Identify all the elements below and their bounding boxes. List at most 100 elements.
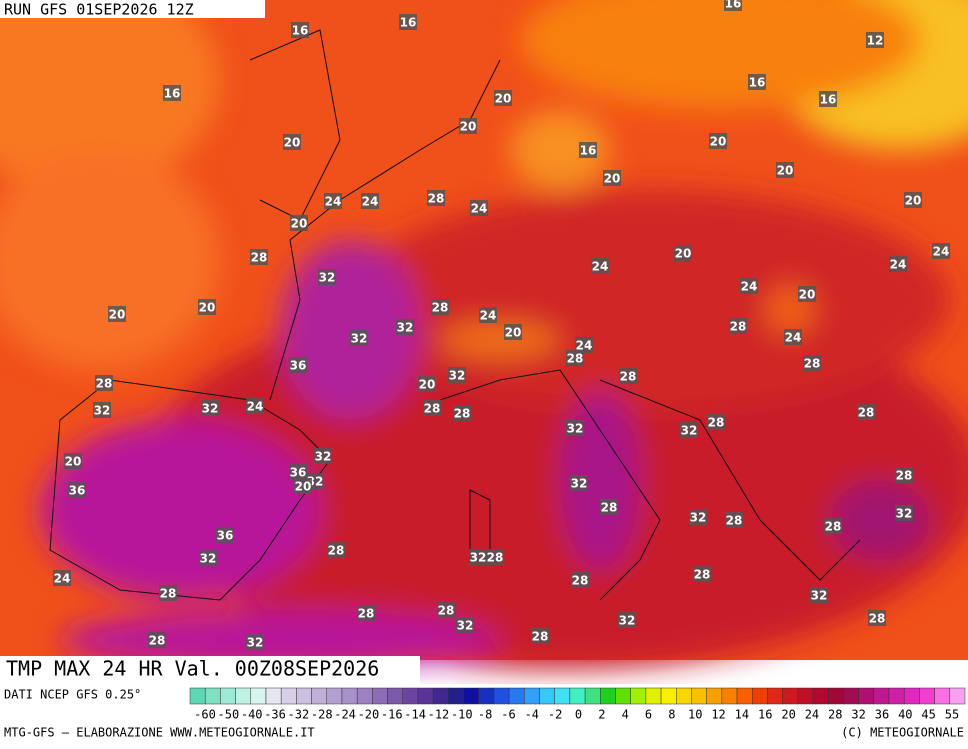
color-swatch [265, 687, 282, 705]
label-box [895, 505, 913, 521]
color-swatch [858, 687, 875, 705]
label-box [579, 142, 597, 158]
colorbar: -60 -50 -40 -36 -32 -28 -24 -20 -16 -14 -12 -10 -8 -6… [189, 687, 966, 722]
color-swatch [296, 687, 312, 705]
temperature-label: 24 [54, 572, 71, 586]
color-swatch [797, 687, 814, 705]
temperature-label: 32 [619, 614, 636, 628]
label-box [53, 570, 71, 586]
temperature-label: 28 [567, 352, 584, 366]
color-swatch [812, 687, 829, 705]
color-swatch [341, 687, 358, 705]
colorbar-label: 28 [828, 708, 842, 722]
label-box [494, 90, 512, 106]
temperature-label: 24 [576, 339, 593, 353]
label-box [531, 628, 549, 644]
temperature-label: 20 [65, 455, 82, 469]
temperature-label: 32 [470, 551, 487, 565]
color-swatch [752, 687, 768, 705]
color-swatch [356, 687, 373, 705]
color-swatch [372, 687, 388, 705]
label-box [199, 550, 217, 566]
temperature-label: 32 [681, 424, 698, 438]
label-box [680, 422, 698, 438]
label-box [866, 32, 884, 48]
credit-text: MTG-GFS — ELABORAZIONE WWW.METEOGIORNALE… [4, 726, 315, 740]
colorbar-label: -16 [381, 708, 403, 722]
color-swatch [782, 687, 799, 705]
colorbar-label: 2 [598, 708, 605, 722]
colorbar-label: -36 [264, 708, 286, 722]
temperature-label: 24 [325, 195, 342, 209]
color-swatch [630, 687, 647, 705]
color-swatch [387, 687, 403, 705]
label-box [361, 193, 379, 209]
temperature-label: 36 [69, 484, 86, 498]
temperature-label: 16 [292, 24, 309, 38]
label-box [427, 190, 445, 206]
colorbar-label: -24 [334, 708, 356, 722]
temperature-label: 32 [896, 507, 913, 521]
label-box [163, 85, 181, 101]
colorbar-label: 12 [711, 708, 725, 722]
label-box [618, 612, 636, 628]
colorbar-label: -20 [358, 708, 380, 722]
label-box [198, 299, 216, 315]
label-box [932, 243, 950, 259]
temperature-label: 28 [96, 377, 113, 391]
color-swatch [539, 687, 555, 705]
color-swatch [220, 687, 236, 705]
label-box [504, 324, 522, 340]
colorbar-label: 6 [645, 708, 652, 722]
temperature-label: 28 [160, 587, 177, 601]
label-box [571, 572, 589, 588]
color-swatch [736, 687, 753, 705]
label-box [693, 566, 711, 582]
label-box [246, 398, 264, 414]
colorbar-label: -4 [525, 708, 539, 722]
temperature-label: 28 [438, 604, 455, 618]
temperature-label: 32 [571, 477, 588, 491]
label-box [64, 453, 82, 469]
temperature-label: 20 [295, 480, 312, 494]
colorbar-label: 10 [688, 708, 702, 722]
temperature-label: 32 [202, 402, 219, 416]
temperature-label: 32 [315, 450, 332, 464]
temperature-label: 28 [424, 402, 441, 416]
temperature-label: 20 [284, 136, 301, 150]
label-box [423, 400, 441, 416]
label-box [709, 133, 727, 149]
label-box [95, 375, 113, 391]
temperature-label: 20 [799, 288, 816, 302]
label-box [725, 512, 743, 528]
temperature-label: 24 [362, 195, 379, 209]
temperature-label: 20 [460, 120, 477, 134]
label-box [479, 307, 497, 323]
label-box [895, 467, 913, 483]
colorbar-label: 0 [575, 708, 582, 722]
label-box [591, 258, 609, 274]
label-box [324, 193, 342, 209]
label-box [68, 482, 86, 498]
color-swatch [250, 687, 267, 705]
color-swatch [402, 687, 419, 705]
color-swatch [493, 687, 510, 705]
label-box [399, 14, 417, 30]
color-swatch [676, 687, 692, 705]
temperature-label: 24 [933, 245, 950, 259]
label-box [566, 420, 584, 436]
temperature-label: 20 [777, 164, 794, 178]
temperature-label: 20 [495, 92, 512, 106]
color-swatch [888, 687, 905, 705]
label-box [570, 475, 588, 491]
color-swatch [843, 687, 859, 705]
temperature-label: 28 [487, 551, 504, 565]
color-swatch [645, 687, 662, 705]
label-box [707, 414, 725, 430]
colorbar-label: -14 [404, 708, 426, 722]
map-field [0, 0, 968, 670]
label-box [729, 318, 747, 334]
temperature-label: 28 [869, 612, 886, 626]
temperature-label: 36 [290, 359, 307, 373]
color-swatch [584, 687, 601, 705]
